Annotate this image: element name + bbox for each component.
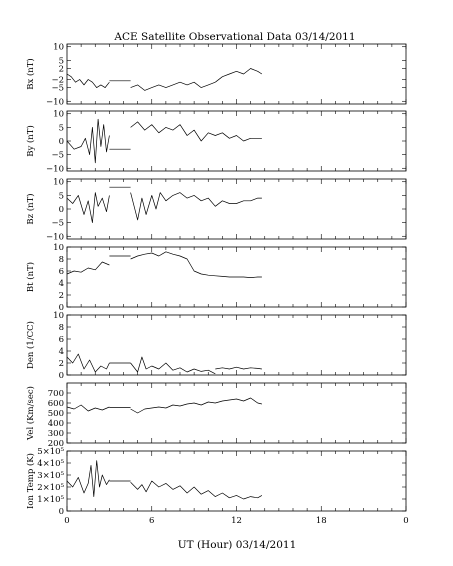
y-tick-label: −10 bbox=[46, 97, 64, 107]
x-tick-label: 18 bbox=[316, 516, 327, 526]
bx-trace bbox=[66, 73, 110, 88]
y-tick-label: 2 bbox=[59, 359, 64, 369]
y-tick-label: 600 bbox=[48, 399, 64, 409]
x-tick-label: 6 bbox=[149, 516, 154, 526]
y-axis-label: By (nT) bbox=[25, 125, 36, 157]
y-tick-label: 1×10⁵ bbox=[37, 495, 64, 505]
y-tick-label: 6 bbox=[59, 335, 64, 345]
y-tick-label: 5 bbox=[59, 56, 64, 66]
y-tick-label: 300 bbox=[48, 429, 64, 439]
y-tick-label: 10 bbox=[53, 110, 64, 120]
y-tick-label: 5 bbox=[59, 191, 64, 201]
vel-trace bbox=[66, 404, 110, 412]
y-tick-label: 2 bbox=[59, 65, 64, 75]
y-axis-label: Bz (nT) bbox=[25, 193, 36, 224]
y-tick-label: 10 bbox=[53, 43, 64, 53]
bx-trace bbox=[130, 81, 216, 91]
y-tick-label: 3×10⁵ bbox=[37, 471, 64, 481]
y-tick-label: −10 bbox=[46, 232, 64, 242]
y-tick-label: 4 bbox=[59, 279, 64, 289]
panel-bt: 10 8 6 4 2 0 Bt (nT) bbox=[25, 243, 407, 313]
chart-title: ACE Satellite Observational Data 03/14/2… bbox=[113, 31, 355, 43]
y-tick-label: 8 bbox=[59, 255, 64, 265]
y-tick-label: −5 bbox=[51, 151, 64, 161]
y-tick-label: 4 bbox=[59, 347, 64, 357]
y-axis-label: Bt (nT) bbox=[25, 262, 36, 292]
panel-frame bbox=[66, 43, 407, 105]
y-tick-label: 10 bbox=[53, 311, 64, 321]
bz-trace bbox=[66, 192, 110, 223]
y-tick-label: 8 bbox=[59, 323, 64, 333]
panel-den: 10 8 6 4 2 0 Den (1/CC) bbox=[25, 311, 407, 381]
by-trace bbox=[130, 121, 262, 142]
x-axis: 0 6 12 18 0 bbox=[64, 516, 408, 526]
y-tick-label: 700 bbox=[48, 389, 64, 399]
y-tick-label: −5 bbox=[51, 219, 64, 229]
bx-trace bbox=[215, 68, 263, 83]
by-trace bbox=[66, 118, 110, 164]
den-trace bbox=[66, 353, 110, 373]
bz-trace bbox=[130, 192, 262, 221]
y-axis-label: Ion Temp (K) bbox=[25, 453, 36, 509]
den-trace bbox=[215, 366, 262, 370]
temp-trace bbox=[66, 460, 110, 497]
y-tick-label: 500 bbox=[48, 409, 64, 419]
panel-temp: 5×10⁵ 4×10⁵ 3×10⁵ 2×10⁵ 1×10⁵ 0 Ion Temp (K) bbox=[25, 447, 407, 517]
panel-frame bbox=[66, 178, 407, 240]
y-tick-label: 5 bbox=[59, 123, 64, 133]
y-tick-label: 0 bbox=[59, 507, 64, 517]
y-tick-label: −10 bbox=[46, 164, 64, 174]
panel-by: 10 5 0 −5 −10 By (nT) bbox=[25, 110, 407, 174]
y-tick-label: 0 bbox=[59, 205, 64, 215]
bt-trace bbox=[66, 261, 110, 275]
y-axis-label: Bx (nT) bbox=[25, 58, 36, 90]
y-axis-label: Den (1/CC) bbox=[25, 321, 36, 369]
temp-trace bbox=[130, 480, 263, 500]
panel-bx: 10 52−2−5 −10 Bx (nT) bbox=[25, 43, 407, 107]
x-tick-label: 0 bbox=[64, 516, 69, 526]
y-axis-label: Vel (Km/sec) bbox=[25, 386, 36, 441]
y-tick-label: 200 bbox=[48, 439, 64, 449]
y-tick-label: −2 bbox=[51, 75, 64, 85]
den-trace bbox=[130, 356, 216, 375]
panel-frame bbox=[66, 314, 407, 376]
y-tick-label: 2 bbox=[59, 291, 64, 301]
y-tick-label: 2×10⁵ bbox=[37, 483, 64, 493]
bt-trace bbox=[130, 251, 262, 278]
y-tick-label: 5×10⁵ bbox=[37, 447, 64, 457]
panel-frame bbox=[66, 382, 407, 444]
y-tick-label: 0 bbox=[59, 371, 64, 381]
y-tick-label: 0 bbox=[59, 137, 64, 147]
y-tick-label: 4×10⁵ bbox=[37, 459, 64, 469]
panel-frame bbox=[66, 110, 407, 172]
x-axis-label: UT (Hour) 03/14/2011 bbox=[178, 539, 297, 551]
y-tick-label: 10 bbox=[53, 243, 64, 253]
y-tick-label: 400 bbox=[48, 419, 64, 429]
x-tick-label: 0 bbox=[403, 516, 408, 526]
panel-bz: 10 5 0 −5 −10 Bz (nT) bbox=[25, 178, 407, 242]
y-tick-label: 0 bbox=[59, 303, 64, 313]
y-tick-label: −5 bbox=[51, 84, 64, 94]
x-tick-label: 12 bbox=[231, 516, 242, 526]
y-tick-label: 6 bbox=[59, 267, 64, 277]
vel-trace bbox=[130, 397, 262, 414]
y-tick-label: 10 bbox=[53, 178, 64, 188]
